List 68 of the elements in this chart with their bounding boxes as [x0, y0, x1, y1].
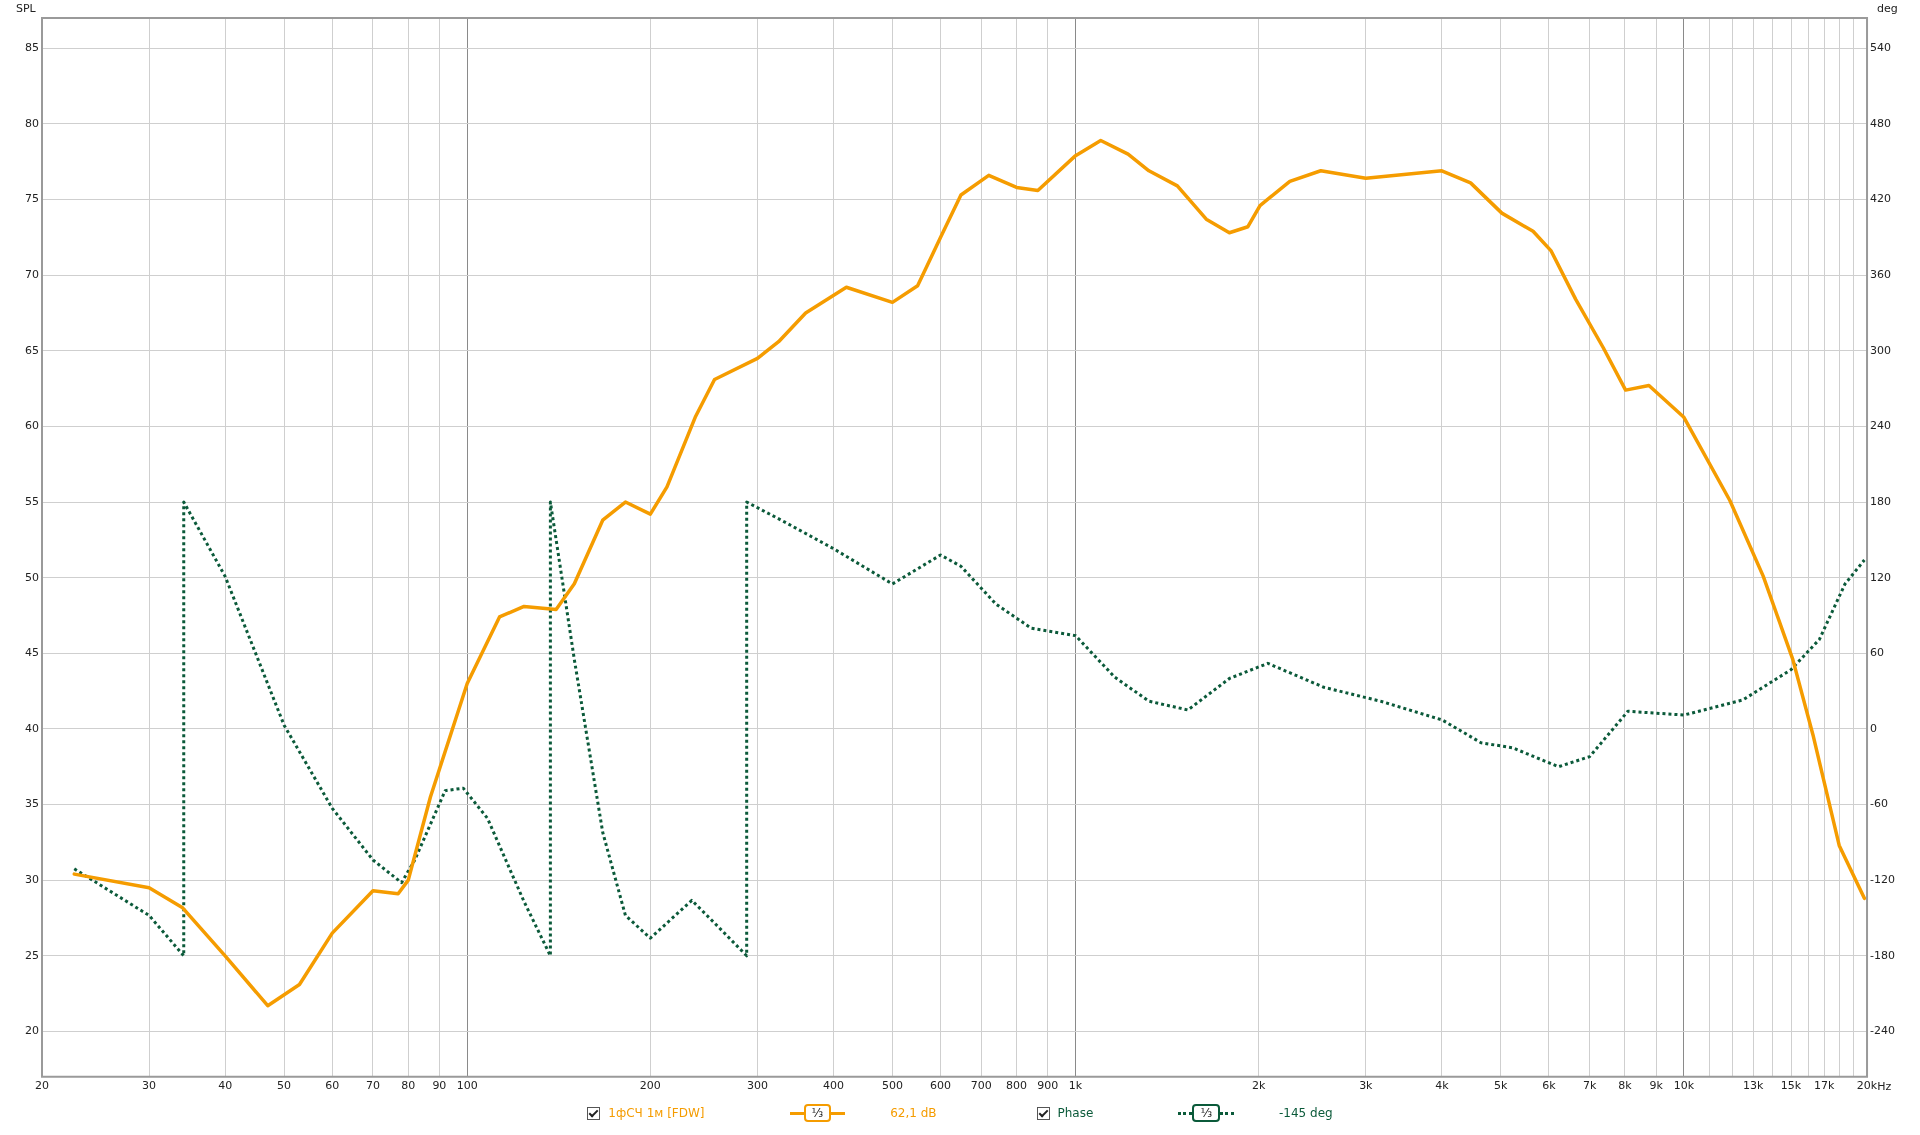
x-tick-label: 4k: [1435, 1079, 1450, 1093]
y-tick-label: 30: [25, 873, 39, 887]
y2-tick-label: 360: [1870, 268, 1892, 281]
y2-tick-label: 540: [1870, 41, 1892, 55]
y-tick-label: 20: [25, 1024, 39, 1038]
x-tick-label: 3k: [1359, 1079, 1374, 1093]
y2-tick-label: 60: [1870, 646, 1885, 660]
x-tick-label: 1k: [1068, 1079, 1083, 1093]
y-tick-label: 45: [25, 646, 39, 660]
y2-axis-title: deg: [1877, 2, 1898, 16]
y2-tick-label: 300: [1870, 343, 1892, 357]
y2-tick-label: 120: [1870, 570, 1892, 584]
y-tick-label: 25: [25, 948, 39, 962]
y2-tick-label: -60: [1870, 797, 1888, 811]
x-tick-label: 20k: [1856, 1079, 1878, 1093]
x-tick-label: 400: [822, 1079, 844, 1093]
x-tick-label: 60: [325, 1079, 340, 1093]
y2-tick-label: 180: [1870, 494, 1892, 508]
y2-tick-label: -120: [1870, 873, 1895, 887]
x-tick-label: 40: [218, 1079, 233, 1093]
x-tick-label: 6k: [1542, 1079, 1557, 1093]
x-tick-label: 200: [639, 1079, 661, 1093]
x-tick-label: 50: [277, 1079, 292, 1093]
x-tick-label: 700: [970, 1079, 992, 1093]
y2-tick-label: 0: [1870, 721, 1878, 735]
text: ⅓: [1192, 1104, 1221, 1122]
x-axis-title: Hz: [1877, 1079, 1892, 1093]
y-tick-label: 50: [25, 570, 39, 584]
text: 62,1 dB: [890, 1106, 937, 1120]
y-tick-label: 55: [25, 494, 39, 508]
y-tick-label: 80: [25, 116, 39, 130]
x-tick-label: 70: [365, 1079, 380, 1093]
text: -145 deg: [1279, 1106, 1333, 1120]
x-tick-label: 800: [1006, 1079, 1028, 1093]
x-tick-label: 30: [142, 1079, 157, 1093]
x-tick-label: 15k: [1780, 1079, 1802, 1093]
x-tick-label: 8k: [1618, 1079, 1633, 1093]
y2-tick-label: -180: [1870, 948, 1895, 962]
x-tick-label: 500: [881, 1079, 903, 1093]
x-tick-label: 17k: [1813, 1079, 1835, 1093]
x-tick-label: 9k: [1649, 1079, 1664, 1093]
x-tick-label: 100: [456, 1079, 478, 1093]
y-tick-label: 75: [25, 192, 39, 206]
x-tick-label: 7k: [1582, 1079, 1597, 1093]
x-tick-label: 80: [401, 1079, 416, 1093]
y-axis-title: SPL: [16, 2, 37, 16]
text: 1фСЧ 1м [FDW]: [608, 1106, 705, 1120]
y2-tick-label: -240: [1870, 1024, 1895, 1038]
x-tick-label: 90: [432, 1079, 447, 1093]
x-tick-label: 2k: [1252, 1079, 1266, 1093]
x-tick-label: 600: [930, 1079, 952, 1093]
y-tick-label: 85: [25, 41, 39, 55]
x-tick-label: 20: [35, 1079, 49, 1093]
x-tick-label: 300: [746, 1079, 768, 1093]
y2-tick-label: 420: [1870, 192, 1892, 206]
y-tick-label: 35: [25, 797, 39, 811]
y-tick-label: 65: [25, 343, 39, 357]
y-tick-label: 60: [25, 419, 39, 433]
x-tick-label: 5k: [1494, 1079, 1509, 1093]
y2-tick-label: 480: [1870, 116, 1892, 130]
y2-tick-label: 240: [1870, 419, 1892, 433]
x-tick-label: 10k: [1673, 1079, 1695, 1093]
x-tick-label: 13k: [1743, 1079, 1765, 1093]
x-tick-label: 900: [1037, 1079, 1059, 1093]
text: ⅓: [803, 1104, 832, 1122]
text: Phase: [1057, 1106, 1094, 1120]
y-tick-label: 70: [25, 268, 39, 281]
y-tick-label: 40: [25, 721, 39, 735]
